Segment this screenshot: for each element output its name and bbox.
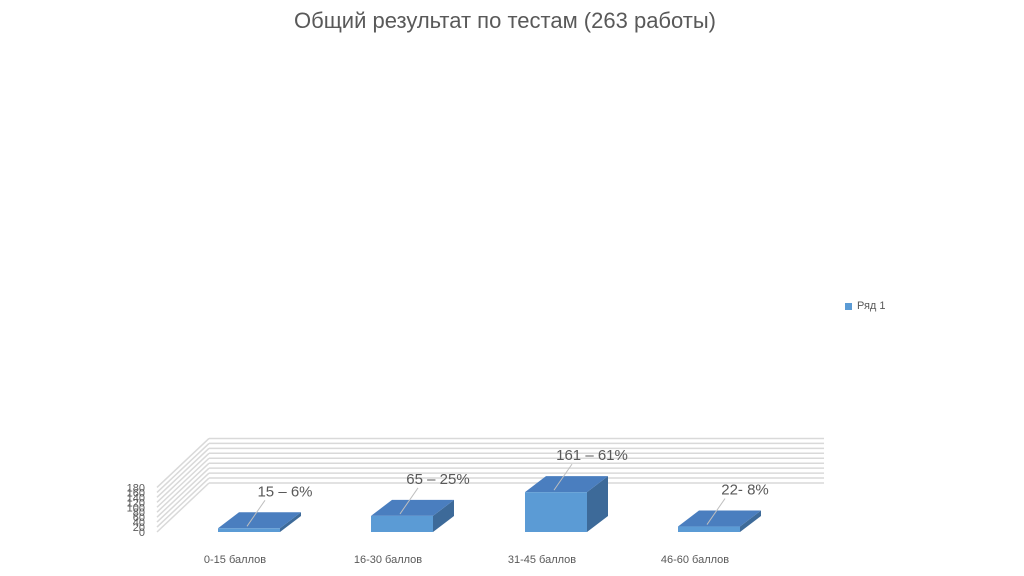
bar [218, 528, 280, 532]
bar-side [587, 476, 608, 532]
gridline-diagonal [156, 437, 210, 488]
y-tick-label: 80 [133, 507, 145, 519]
x-category-label: 46-60 баллов [661, 554, 729, 566]
bar-top [525, 476, 608, 493]
gridline-diagonal [156, 467, 210, 518]
bar-top [678, 510, 761, 527]
y-tick-label: 40 [133, 517, 145, 529]
bar [678, 526, 740, 532]
data-label: 22- 8% [721, 482, 769, 499]
leader-line [399, 487, 419, 515]
x-category-label: 16-30 баллов [354, 554, 422, 566]
y-tick-label: 160 [127, 487, 145, 499]
y-tick-label: 180 [127, 482, 145, 494]
y-tick-label: 100 [127, 502, 145, 514]
leader-line [553, 463, 573, 491]
legend-swatch [845, 302, 852, 310]
legend-label: Ряд 1 [857, 300, 886, 312]
gridline-diagonal [156, 482, 210, 533]
gridline-diagonal [156, 452, 210, 503]
gridline-diagonal [156, 462, 210, 513]
bar-side [280, 512, 301, 532]
data-label: 65 – 25% [406, 471, 469, 488]
y-tick-label: 140 [127, 492, 145, 504]
gridline-diagonal [156, 457, 210, 508]
x-category-label: 0-15 баллов [204, 554, 266, 566]
gridline-diagonal [156, 477, 210, 528]
data-label: 15 – 6% [257, 483, 312, 500]
y-tick-label: 60 [133, 512, 145, 524]
legend: Ряд 1 [845, 300, 886, 312]
data-label: 161 – 61% [556, 447, 628, 464]
bar [525, 492, 587, 532]
y-tick-label: 120 [127, 497, 145, 509]
y-tick-label: 0 [139, 527, 145, 539]
gridline-diagonal [156, 442, 210, 493]
y-tick-label: 20 [133, 522, 145, 534]
leader-line [706, 498, 726, 525]
gridline-diagonal [156, 472, 210, 523]
bar-side [433, 499, 454, 532]
leader-line [246, 500, 266, 527]
bar-top [371, 499, 454, 516]
bar-side [740, 510, 761, 532]
chart-title: Общий результат по тестам (263 работы) [293, 8, 716, 33]
bar [371, 515, 433, 532]
gridline-diagonal [156, 447, 210, 498]
bar-top [218, 512, 301, 529]
x-category-label: 31-45 баллов [508, 554, 576, 566]
